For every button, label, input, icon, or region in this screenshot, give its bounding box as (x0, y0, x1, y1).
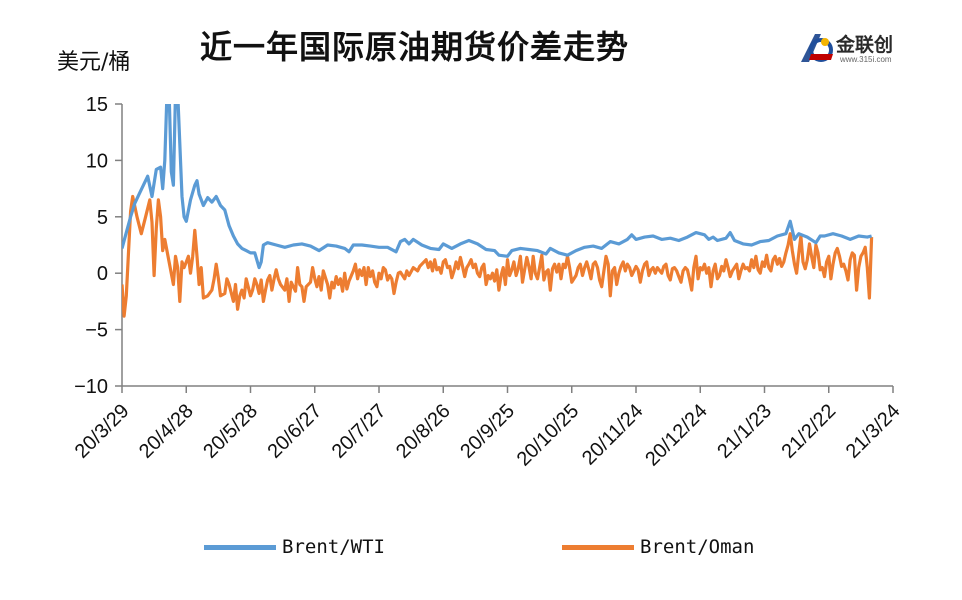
x-tick-label: 21/3/24 (842, 400, 905, 463)
logo-mark-icon (801, 34, 833, 62)
legend-label-brent-oman: Brent/Oman (640, 536, 755, 558)
x-tick-label: 20/8/26 (392, 400, 455, 463)
legend-item-brent-oman: Brent/Oman (562, 536, 754, 558)
series-line-brent-wti (122, 104, 872, 270)
x-tick-label: 20/3/29 (71, 400, 134, 463)
x-tick-label: 20/5/28 (199, 400, 262, 463)
x-tick-label: 20/9/25 (456, 400, 519, 463)
legend-swatch-brent-oman (562, 545, 634, 550)
chart-title: 近一年国际原油期货价差走势 (200, 28, 630, 66)
y-tick-label: 5 (97, 207, 108, 229)
x-tick-label: 20/12/24 (641, 400, 712, 471)
x-tick-label: 20/11/24 (578, 400, 648, 470)
legend-label-brent-wti: Brent/WTI (282, 536, 385, 558)
brand-logo: 金联创 www.315i.com (797, 28, 927, 70)
x-tick-label: 20/4/28 (135, 400, 198, 463)
logo-url: www.315i.com (840, 55, 892, 64)
y-axis-unit: 美元/桶 (57, 50, 131, 75)
x-tick-label: 20/7/27 (328, 400, 391, 463)
series-line-brent-oman (122, 194, 874, 318)
y-tick-label: 10 (86, 150, 108, 172)
x-tick-label: 21/1/23 (713, 400, 776, 463)
x-tick-label: 20/6/27 (264, 400, 327, 463)
y-tick-label: −5 (85, 320, 108, 342)
legend-swatch-brent-wti (204, 545, 276, 550)
y-tick-label: −10 (74, 376, 108, 398)
x-tick-label: 20/10/25 (513, 400, 584, 471)
logo-name: 金联创 (836, 34, 894, 56)
legend-item-brent-wti: Brent/WTI (204, 536, 385, 558)
y-tick-label: 15 (86, 94, 108, 116)
y-tick-label: 0 (97, 263, 108, 285)
x-tick-label: 21/2/22 (778, 400, 841, 463)
